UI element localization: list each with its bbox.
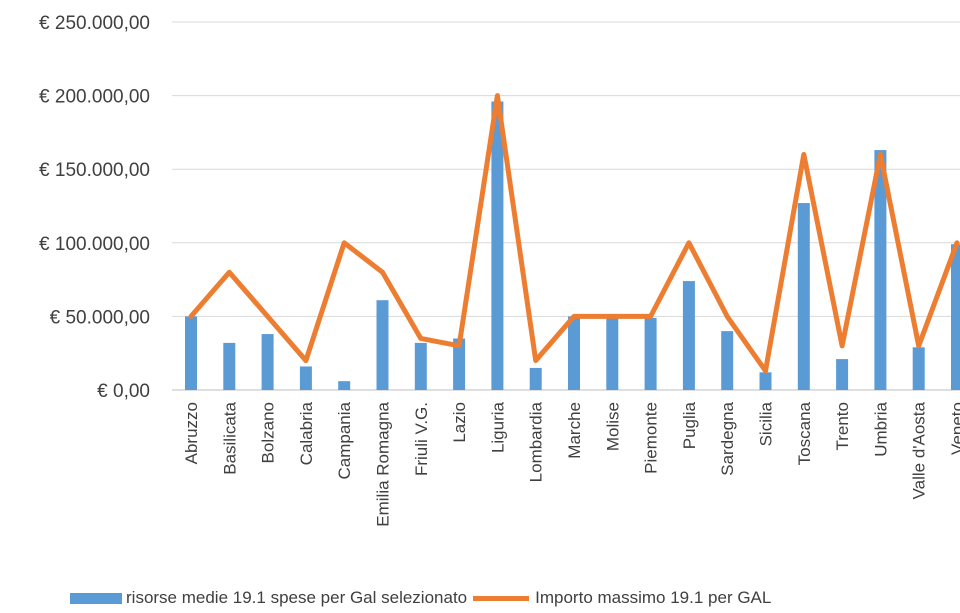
y-tick-label: € 250.000,00 — [39, 13, 150, 34]
x-tick-label: Campania — [335, 401, 354, 479]
bar — [568, 316, 580, 390]
bar — [721, 331, 734, 390]
bar — [759, 372, 772, 390]
y-axis-ticks: € 0,00 € 50.000,00 € 100.000,00 € 150.000,0… — [39, 13, 150, 402]
x-tick-label: Emilia Romagna — [374, 401, 393, 526]
x-tick-label: Basilicata — [220, 401, 239, 474]
legend: risorse medie 19.1 spese per Gal selezio… — [70, 586, 775, 610]
y-tick-label: € 100.000,00 — [39, 234, 150, 255]
bar — [836, 359, 849, 390]
legend-swatch-line — [473, 595, 530, 601]
x-tick-label: Friuli V.G. — [412, 402, 431, 476]
bar — [453, 338, 466, 390]
bar — [223, 342, 236, 390]
bar — [682, 281, 695, 390]
x-tick-label: Puglia — [680, 401, 699, 449]
bar — [491, 101, 504, 390]
bar — [261, 334, 274, 390]
bar — [376, 300, 389, 390]
series-line — [188, 93, 960, 374]
legend-label-bars: risorse medie 19.1 spese per Gal selezio… — [126, 588, 468, 607]
x-tick-label: Lombardia — [527, 401, 546, 482]
bar — [185, 316, 197, 390]
bar — [529, 367, 542, 390]
bar — [912, 347, 925, 390]
x-tick-label: Veneto — [948, 402, 960, 455]
y-tick-label: € 150.000,00 — [39, 160, 150, 181]
legend-item-line: Importo massimo 19.1 per GAL — [471, 588, 771, 608]
x-tick-label: Sardegna — [718, 401, 737, 475]
bar — [299, 366, 312, 390]
gridlines — [172, 21, 960, 391]
x-tick-label: Umbria — [871, 401, 890, 456]
y-tick-label: € 0,00 — [97, 381, 150, 402]
legend-item-bars: risorse medie 19.1 spese per Gal selezio… — [70, 588, 467, 608]
x-tick-label: Sicilia — [757, 401, 776, 446]
bar — [644, 317, 657, 390]
bar — [797, 203, 810, 390]
legend-swatch-bar — [70, 592, 122, 604]
x-tick-label: Toscana — [795, 401, 814, 465]
x-tick-label: Molise — [603, 402, 622, 451]
x-tick-label: Calabria — [297, 401, 316, 465]
legend-label-line: Importo massimo 19.1 per GAL — [535, 588, 772, 607]
bar — [874, 150, 887, 390]
x-tick-label: Liguria — [488, 401, 507, 453]
x-axis-ticks: Abruzzo Basilicata Bolzano Calabria Campania… — [182, 401, 960, 526]
x-tick-label: Abruzzo — [182, 402, 201, 464]
x-tick-label: Bolzano — [259, 402, 278, 463]
bar — [338, 381, 351, 390]
x-tick-label: Trento — [833, 402, 852, 451]
bar — [606, 316, 619, 390]
bar-series — [185, 101, 960, 390]
x-tick-label: Piemonte — [642, 402, 661, 474]
x-tick-label: Marche — [565, 402, 584, 459]
x-tick-label: Valle d'Aosta — [910, 401, 929, 499]
line-series — [188, 93, 960, 374]
bar — [414, 342, 427, 390]
x-tick-label: Lazio — [450, 402, 469, 443]
y-tick-label: € 50.000,00 — [50, 307, 150, 328]
y-tick-label: € 200.000,00 — [39, 87, 150, 108]
bar — [951, 244, 960, 390]
